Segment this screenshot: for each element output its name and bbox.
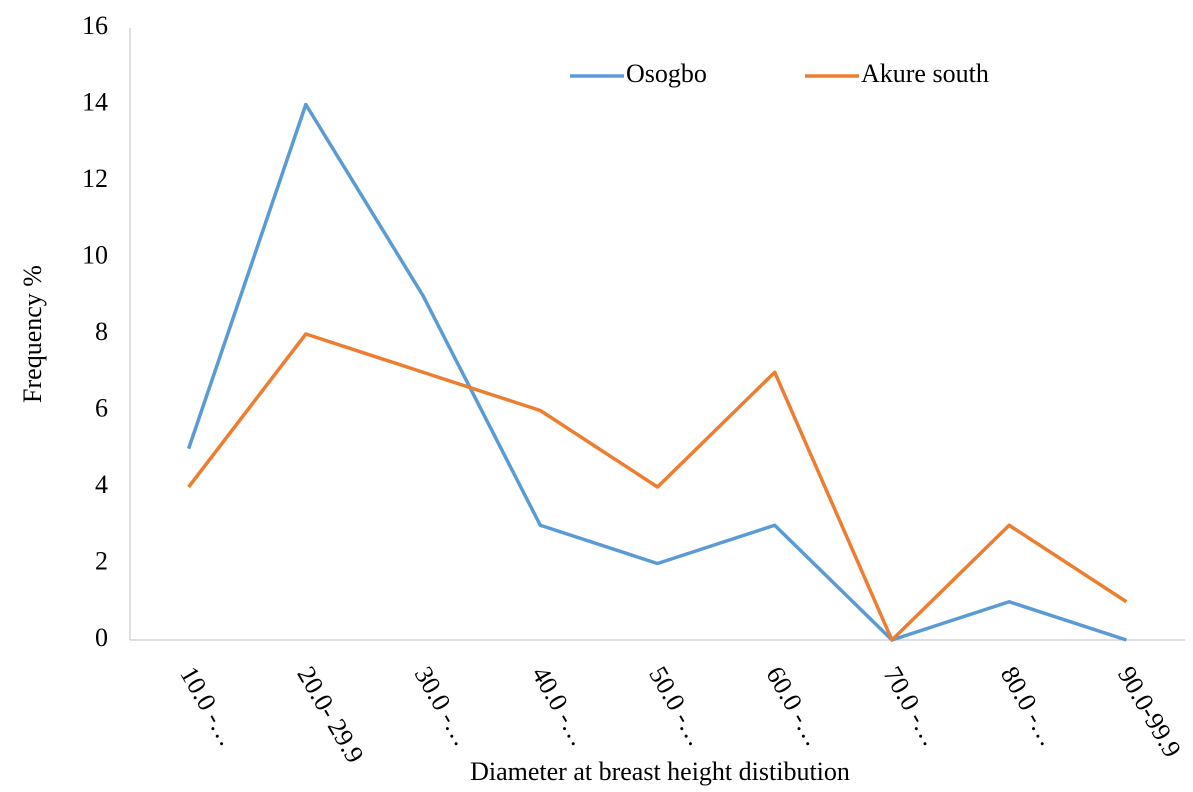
x-axis-label: Diameter at breast height distibution: [470, 757, 850, 786]
y-axis-label: Frequency %: [18, 265, 47, 403]
x-tick-label: 40.0 -…: [526, 661, 594, 751]
x-tick-label: 20.0- 29.9: [291, 661, 369, 767]
y-tick-label: 6: [95, 393, 108, 422]
legend-label: Akure south: [861, 59, 989, 88]
legend-label: Osogbo: [626, 59, 707, 88]
y-tick-label: 10: [82, 240, 108, 269]
y-tick-label: 12: [82, 164, 108, 193]
x-tick-label: 80.0 -…: [995, 661, 1063, 751]
y-tick-label: 14: [82, 87, 108, 116]
x-tick-label: 30.0 -…: [409, 661, 477, 751]
x-tick-label: 50.0 -…: [643, 661, 711, 751]
series-line: [186, 102, 1127, 642]
x-tick-label: 90.0-99.9: [1112, 661, 1187, 762]
x-tick-label: 60.0 -…: [760, 661, 828, 751]
x-tick-label: 70.0 -…: [878, 661, 946, 751]
y-tick-label: 4: [95, 470, 108, 499]
x-tick-label: 10.0 -…: [174, 661, 242, 751]
series-line: [187, 332, 1128, 642]
y-tick-label: 2: [95, 546, 108, 575]
y-tick-label: 8: [95, 317, 108, 346]
y-tick-label: 0: [95, 623, 108, 652]
y-tick-label: 16: [82, 11, 108, 40]
